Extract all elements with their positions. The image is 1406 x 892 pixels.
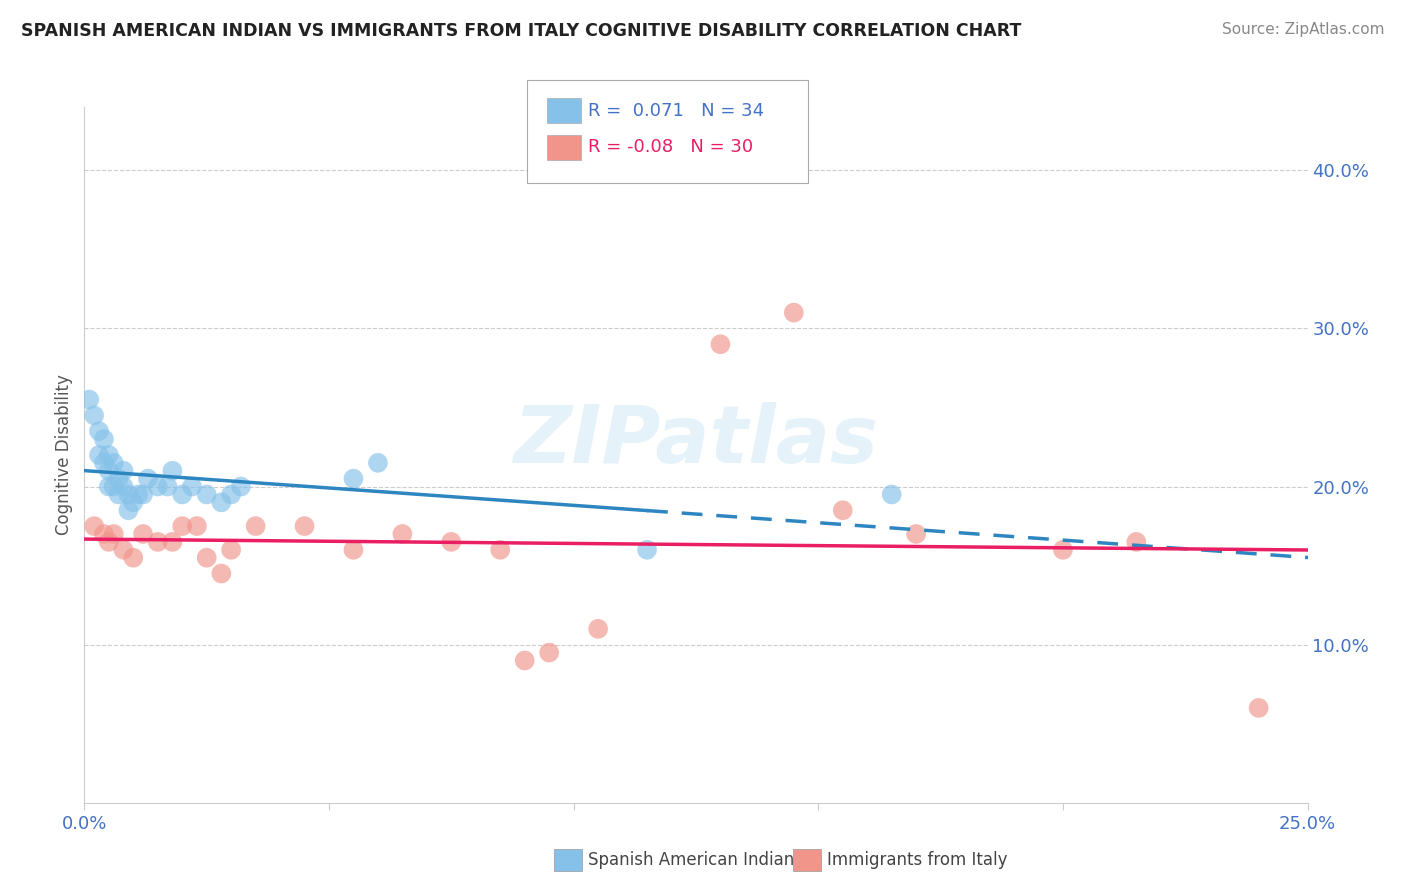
Text: SPANISH AMERICAN INDIAN VS IMMIGRANTS FROM ITALY COGNITIVE DISABILITY CORRELATIO: SPANISH AMERICAN INDIAN VS IMMIGRANTS FR… <box>21 22 1022 40</box>
Point <box>146 534 169 549</box>
Point <box>162 534 184 549</box>
Point <box>209 495 232 509</box>
Point <box>93 432 115 446</box>
Point <box>136 472 159 486</box>
Point <box>117 487 139 501</box>
Point <box>440 534 463 549</box>
Point <box>391 527 413 541</box>
Point <box>112 479 135 493</box>
Text: R =  0.071   N = 34: R = 0.071 N = 34 <box>588 102 763 120</box>
Point <box>489 542 512 557</box>
Text: Spanish American Indians: Spanish American Indians <box>588 851 803 869</box>
Point <box>636 542 658 557</box>
Point <box>97 448 120 462</box>
Point <box>107 472 129 486</box>
Text: R = -0.08   N = 30: R = -0.08 N = 30 <box>588 138 752 156</box>
Point <box>97 534 120 549</box>
Point <box>195 550 218 565</box>
Point <box>156 479 179 493</box>
Point <box>294 519 316 533</box>
Point <box>93 456 115 470</box>
Point <box>513 653 536 667</box>
Point <box>1247 701 1270 715</box>
Point <box>586 622 609 636</box>
Point <box>103 479 125 493</box>
Point <box>103 527 125 541</box>
Point <box>219 542 242 557</box>
Point <box>831 503 853 517</box>
Point <box>107 487 129 501</box>
Point <box>538 646 561 660</box>
Point <box>880 487 903 501</box>
Point <box>245 519 267 533</box>
Point <box>127 487 149 501</box>
Point <box>132 527 155 541</box>
Point <box>181 479 204 493</box>
Point <box>122 495 145 509</box>
Point <box>172 519 194 533</box>
Point <box>83 519 105 533</box>
Point <box>219 487 242 501</box>
Point <box>172 487 194 501</box>
Point <box>1052 542 1074 557</box>
Point <box>83 409 105 423</box>
Point <box>117 503 139 517</box>
Point <box>162 464 184 478</box>
Y-axis label: Cognitive Disability: Cognitive Disability <box>55 375 73 535</box>
Point <box>186 519 208 533</box>
Point <box>195 487 218 501</box>
Point <box>783 305 806 319</box>
Point <box>97 479 120 493</box>
Point <box>97 464 120 478</box>
Point <box>87 448 110 462</box>
Point <box>342 472 364 486</box>
Point <box>209 566 232 581</box>
Point <box>229 479 252 493</box>
Point <box>1125 534 1147 549</box>
Point <box>146 479 169 493</box>
Point <box>112 464 135 478</box>
Point <box>367 456 389 470</box>
Point <box>112 542 135 557</box>
Point <box>905 527 928 541</box>
Text: Immigrants from Italy: Immigrants from Italy <box>827 851 1007 869</box>
Point <box>709 337 731 351</box>
Point <box>122 550 145 565</box>
Point <box>87 424 110 438</box>
Point <box>93 527 115 541</box>
Point <box>77 392 100 407</box>
Text: ZIPatlas: ZIPatlas <box>513 402 879 480</box>
Text: Source: ZipAtlas.com: Source: ZipAtlas.com <box>1222 22 1385 37</box>
Point <box>342 542 364 557</box>
Point <box>103 456 125 470</box>
Point <box>132 487 155 501</box>
